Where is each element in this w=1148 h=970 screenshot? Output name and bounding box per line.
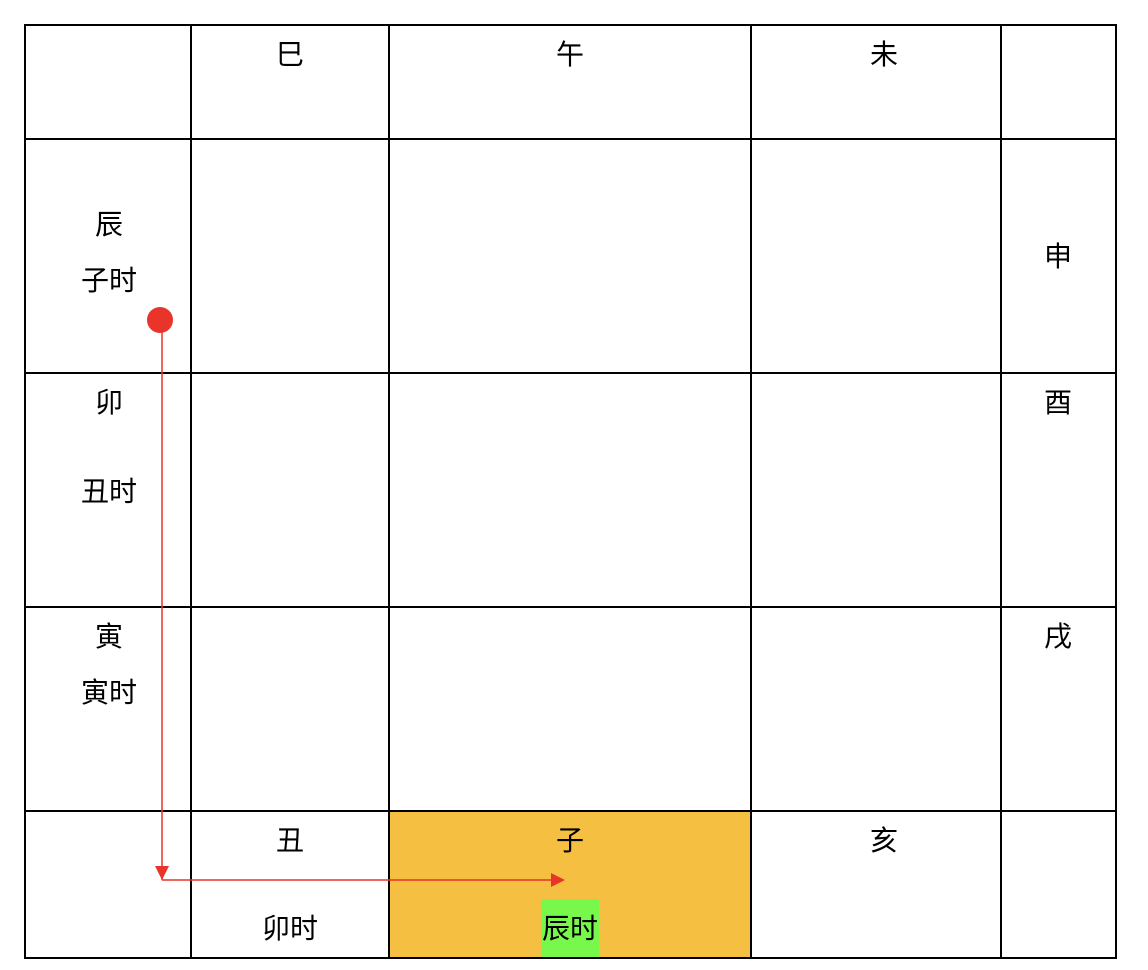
- label-yin-hour: 寅时: [80, 676, 138, 709]
- cell: [388, 372, 753, 609]
- label-wei: 未: [869, 38, 899, 71]
- cell-yin: [24, 606, 193, 813]
- cell-chou: [190, 810, 391, 959]
- cell: [190, 138, 391, 375]
- label-xu: 戌: [1043, 620, 1073, 653]
- cell-xu: [1000, 606, 1117, 813]
- label-mao-hour: 丑时: [80, 475, 138, 508]
- start-dot: [147, 307, 173, 333]
- cell-si: [190, 24, 391, 141]
- cell: [750, 606, 1003, 813]
- cell-chen: [24, 138, 193, 375]
- arrowhead-right-icon: [551, 873, 565, 887]
- cell: [190, 606, 391, 813]
- label-hai: 亥: [869, 824, 899, 857]
- cell-wei: [750, 24, 1003, 141]
- label-you: 酉: [1043, 386, 1073, 419]
- cell-shen: [1000, 138, 1117, 375]
- cell: [750, 138, 1003, 375]
- cell-you: [1000, 372, 1117, 609]
- cell: [24, 810, 193, 959]
- arrowhead-down-icon: [155, 866, 169, 880]
- cell: [190, 372, 391, 609]
- cell: [388, 138, 753, 375]
- label-chou: 丑: [275, 824, 305, 857]
- label-chen-hour: 子时: [80, 264, 138, 297]
- cell: [388, 606, 753, 813]
- cell: [1000, 810, 1117, 959]
- label-yin: 寅: [94, 620, 124, 653]
- cell: [1000, 24, 1117, 141]
- label-zi-hour-highlighted: 辰时: [540, 899, 600, 957]
- cell: [24, 24, 193, 141]
- label-si: 巳: [275, 38, 305, 71]
- label-chen: 辰: [94, 208, 124, 241]
- label-zi: 子: [555, 824, 585, 857]
- label-shen: 申: [1043, 240, 1073, 273]
- label-mao: 卯: [94, 386, 124, 419]
- label-wu: 午: [555, 38, 585, 71]
- label-chou-hour: 卯时: [261, 912, 319, 945]
